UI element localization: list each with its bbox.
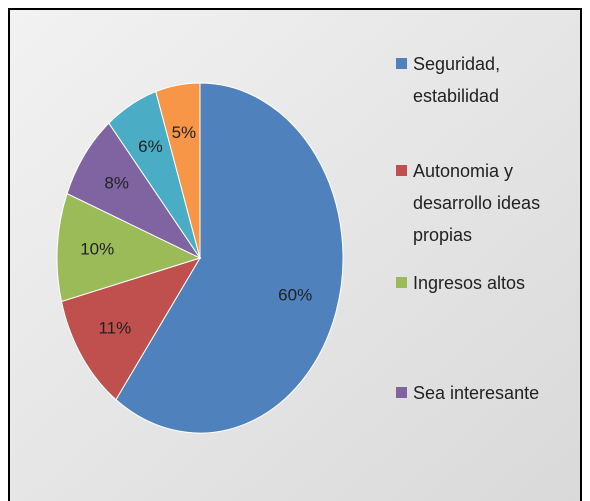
legend-item: Sea interesante <box>396 377 583 409</box>
data-label: 60% <box>278 285 312 304</box>
pie-slice <box>56 192 202 303</box>
data-label: 5% <box>172 123 197 142</box>
legend-swatch <box>396 165 407 176</box>
pie: 60% 11% 10% 8% 6% 5% <box>56 82 344 434</box>
legend-item: Seguridad, estabilidad <box>396 48 583 112</box>
legend-label: Sea interesante <box>413 383 540 403</box>
pie-slice <box>60 257 202 401</box>
data-label: 11% <box>98 318 131 337</box>
legend-label: Seguridad, estabilidad <box>413 54 501 106</box>
pie-slice <box>155 82 201 259</box>
data-label: 10% <box>80 240 114 259</box>
legend-item: Autonomia y desarrollo ideas propias <box>396 155 583 251</box>
legend-swatch <box>396 277 407 288</box>
legend-label: Ingresos altos <box>413 273 526 293</box>
legend-item: Ingresos altos <box>396 267 583 299</box>
legend-swatch <box>396 58 407 69</box>
legend-swatch <box>396 387 407 398</box>
data-label: 6% <box>138 137 163 156</box>
data-label: 8% <box>104 173 129 192</box>
pie-slice <box>115 82 344 434</box>
legend-label: Autonomia y desarrollo ideas propias <box>413 161 541 245</box>
